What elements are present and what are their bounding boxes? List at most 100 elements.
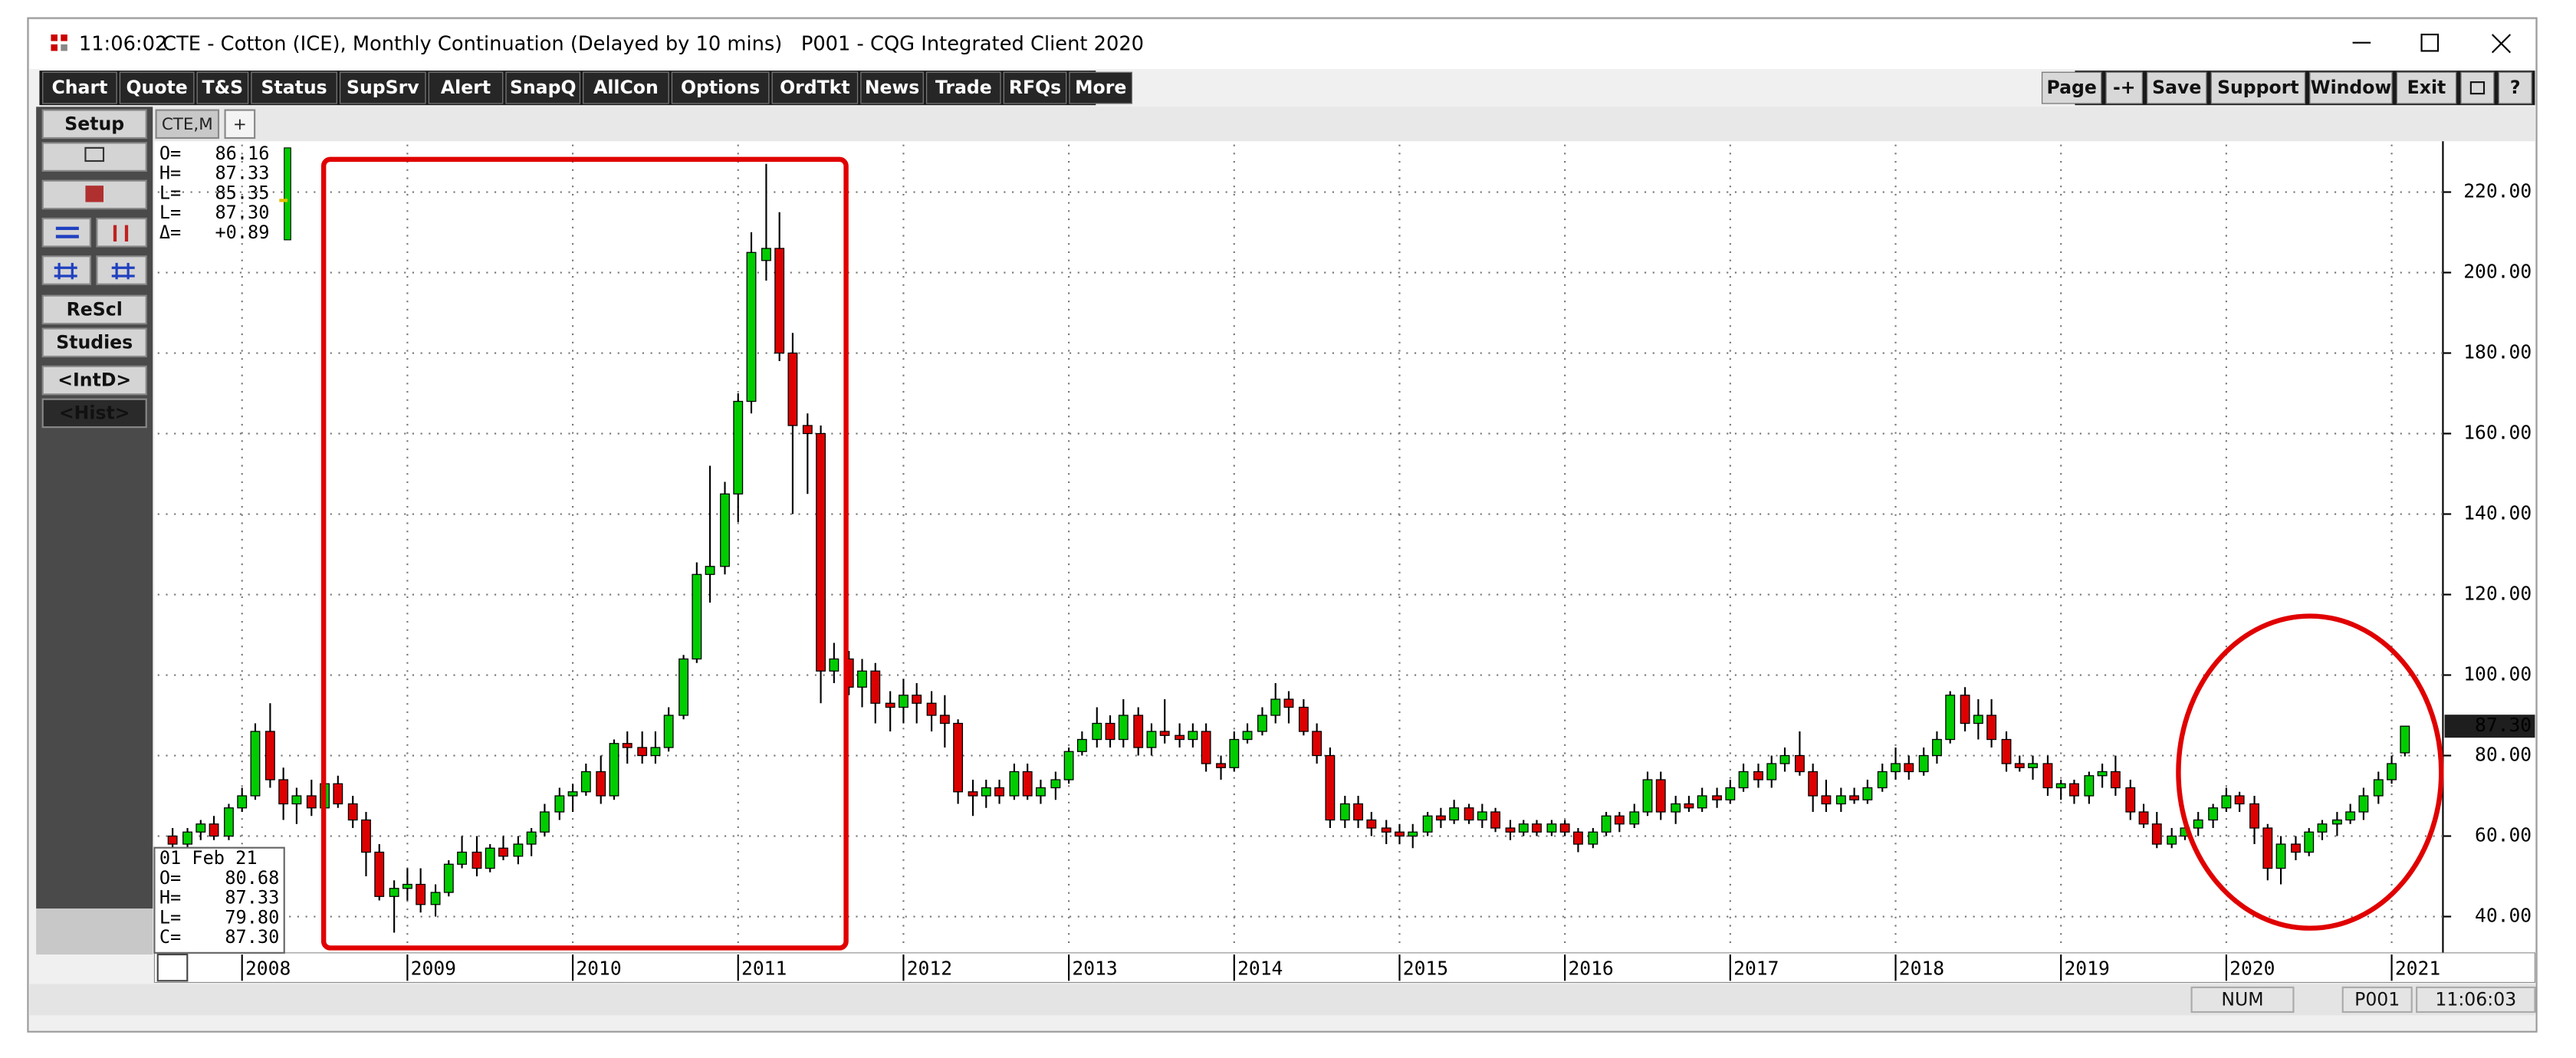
side-button-label[interactable]: ReScl	[67, 299, 123, 320]
toolbar-button-label[interactable]: Window	[2311, 77, 2392, 98]
tab[interactable]	[155, 109, 220, 140]
toolbar-button[interactable]	[196, 71, 249, 104]
toolbar-button[interactable]	[2147, 71, 2207, 104]
readout-label: Δ=	[159, 222, 181, 243]
candle-body	[1655, 779, 1666, 813]
toolbar-button[interactable]	[339, 71, 426, 104]
candle-body	[1753, 770, 1763, 780]
toolbar-button-label[interactable]: AllCon	[593, 77, 659, 98]
toolbar-button-label[interactable]: Status	[261, 77, 327, 98]
toolbar-button-label[interactable]: OrdTkt	[780, 77, 850, 98]
icon-button[interactable]	[41, 217, 91, 248]
candle-body	[1986, 715, 1997, 741]
candle-body	[1877, 770, 1888, 789]
candle-body	[2151, 823, 2162, 845]
toolbar-button[interactable]	[251, 71, 337, 104]
side-button[interactable]	[41, 365, 147, 396]
candle-body	[2275, 843, 2286, 869]
toolbar-button[interactable]	[119, 71, 195, 104]
toolbar-button[interactable]	[860, 71, 924, 104]
candle-body	[2208, 807, 2219, 821]
toolbar-button-label[interactable]: Support	[2217, 77, 2299, 98]
toolbar-button[interactable]	[42, 71, 117, 104]
icon-button[interactable]	[96, 217, 147, 248]
side-button-label[interactable]: Setup	[64, 113, 124, 134]
status-text: NUM	[2221, 989, 2263, 1010]
icon-button[interactable]	[41, 255, 91, 285]
toolbar-button[interactable]	[671, 71, 770, 104]
candle-body	[2055, 783, 2066, 789]
tab-label[interactable]: +	[233, 115, 247, 134]
window-title: CTE - Cotton (ICE), Monthly Continuation…	[163, 32, 1144, 55]
close-button[interactable]	[2491, 34, 2512, 54]
y-tick-label: 180.00	[2463, 341, 2532, 363]
toolbar-button-label[interactable]: Exit	[2407, 77, 2446, 98]
restore-button[interactable]	[2460, 71, 2495, 104]
y-tick-label: 200.00	[2463, 261, 2532, 283]
candle-body	[1395, 831, 1405, 837]
toolbar-button[interactable]	[2105, 71, 2143, 104]
toolbar-button[interactable]	[583, 71, 669, 104]
side-button[interactable]	[41, 398, 147, 429]
side-button[interactable]	[41, 294, 147, 325]
toolbar-button-label[interactable]: More	[1075, 77, 1126, 98]
print-icon	[84, 146, 105, 163]
toolbar-button-label[interactable]: ?	[2510, 77, 2521, 98]
cursor-value: 87.33	[225, 887, 279, 909]
candle-body	[1312, 731, 1322, 757]
toolbar-button-label[interactable]: Save	[2152, 77, 2201, 98]
toolbar-button-label[interactable]: Page	[2046, 77, 2096, 98]
toolbar-button[interactable]	[428, 71, 504, 104]
candle-body	[663, 715, 674, 748]
toolbar-button-label[interactable]: Quote	[127, 77, 188, 98]
toolbar-button[interactable]	[2498, 71, 2532, 104]
print-button[interactable]	[41, 142, 147, 172]
side-panel-foot	[36, 909, 153, 955]
candle-body	[761, 248, 771, 261]
readout-label: O=	[159, 143, 181, 164]
toolbar-button[interactable]	[505, 71, 581, 104]
side-button[interactable]	[41, 109, 147, 140]
y-tick-label: 220.00	[2463, 180, 2532, 202]
icon-button[interactable]	[96, 255, 147, 285]
toolbar-button-label[interactable]: SnapQ	[510, 77, 577, 98]
toolbar-button[interactable]	[2309, 71, 2393, 104]
candle-body	[361, 819, 371, 853]
toolbar-button-label[interactable]: News	[865, 77, 920, 98]
side-button-label[interactable]: <IntD>	[58, 370, 131, 391]
toolbar-button-label[interactable]: -+	[2113, 77, 2136, 98]
candle-body	[1945, 695, 1956, 741]
candle-body	[457, 851, 467, 865]
cursor-label: H=	[159, 887, 181, 909]
candle-body	[1601, 815, 1612, 833]
side-button-label[interactable]: <Hist>	[59, 402, 130, 424]
candle-body	[622, 743, 632, 748]
toolbar-button-label[interactable]: Chart	[51, 77, 107, 98]
maximize-button[interactable]	[2420, 33, 2440, 52]
candle-body	[870, 670, 881, 704]
toolbar-button-label[interactable]: Alert	[441, 77, 491, 98]
toolbar-button-label[interactable]: Options	[681, 77, 760, 98]
toolbar-button-label[interactable]: Trade	[935, 77, 992, 98]
cursor-label: O=	[159, 867, 181, 889]
toolbar-button[interactable]	[2396, 71, 2457, 104]
toolbar-button[interactable]	[1069, 71, 1133, 104]
side-button-label[interactable]: Studies	[56, 331, 133, 353]
tab-label[interactable]: CTE,M	[162, 115, 213, 134]
status-bar	[29, 984, 2535, 1016]
candle-body	[1408, 831, 1418, 837]
tab[interactable]	[224, 109, 256, 140]
candle-body	[1642, 779, 1653, 813]
toolbar-button-label[interactable]: RFQs	[1009, 77, 1061, 98]
candle-body	[1766, 763, 1777, 780]
toolbar-button[interactable]	[1003, 71, 1067, 104]
side-button[interactable]	[41, 327, 147, 358]
toolbar-button-label[interactable]: SupSrv	[347, 77, 419, 98]
candle-body	[1366, 819, 1377, 829]
toolbar-button-label[interactable]: T&S	[202, 77, 244, 98]
toolbar-button[interactable]	[2210, 71, 2306, 104]
toolbar-button[interactable]	[771, 71, 859, 104]
toolbar-button[interactable]	[2041, 71, 2102, 104]
candle-body	[1464, 807, 1474, 821]
toolbar-button[interactable]	[925, 71, 1001, 104]
